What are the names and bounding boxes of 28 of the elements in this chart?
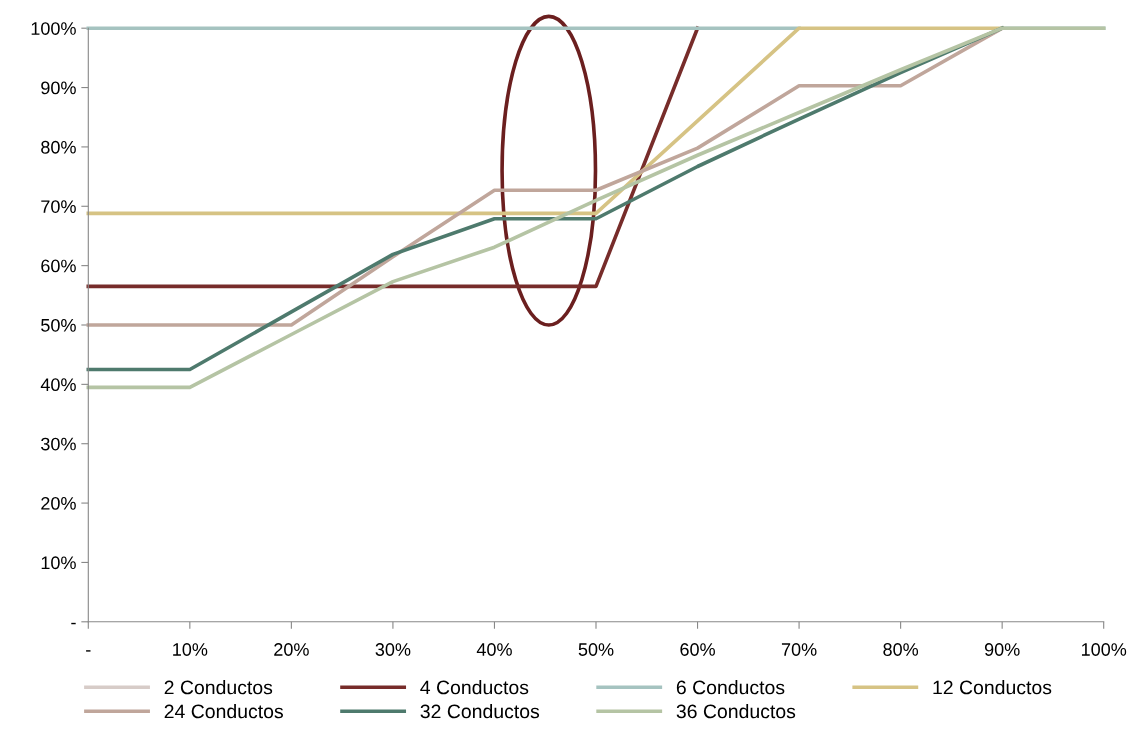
- y-tick-label: 10%: [41, 556, 76, 570]
- x-tick-label: 40%: [476, 643, 512, 656]
- y-tick-label: -: [71, 622, 76, 625]
- y-tick-label: 60%: [41, 259, 76, 273]
- x-tick-label: 100%: [1081, 643, 1127, 656]
- x-tick-label: 70%: [781, 643, 817, 656]
- legend-label: 32 Conductos: [420, 703, 540, 719]
- legend-label: 24 Conductos: [164, 703, 283, 719]
- y-tick-label: 20%: [41, 497, 76, 510]
- y-tick-label: 80%: [41, 140, 76, 154]
- legend-label: 12 Conductos: [933, 680, 1052, 695]
- y-tick-label: 30%: [41, 437, 76, 451]
- x-tick-label: 50%: [578, 643, 614, 656]
- legend-label: 2 Conductos: [164, 680, 273, 695]
- x-tick-label: 80%: [883, 643, 919, 656]
- y-tick-label: 70%: [41, 200, 76, 213]
- legend-label: 36 Conductos: [676, 703, 796, 719]
- y-tick-label: 90%: [41, 81, 76, 95]
- x-tick-label: 30%: [375, 643, 411, 656]
- legend-label: 6 Conductos: [676, 680, 785, 695]
- y-tick-label: 50%: [41, 318, 76, 332]
- legend-label: 4 Conductos: [420, 680, 529, 695]
- x-tick-label: 10%: [173, 643, 208, 656]
- x-tick-label: 90%: [984, 643, 1020, 656]
- x-tick-label: 20%: [274, 643, 309, 656]
- y-tick-label: 40%: [40, 378, 76, 392]
- y-tick-label: 100%: [31, 22, 76, 35]
- x-tick-label: 60%: [680, 643, 715, 656]
